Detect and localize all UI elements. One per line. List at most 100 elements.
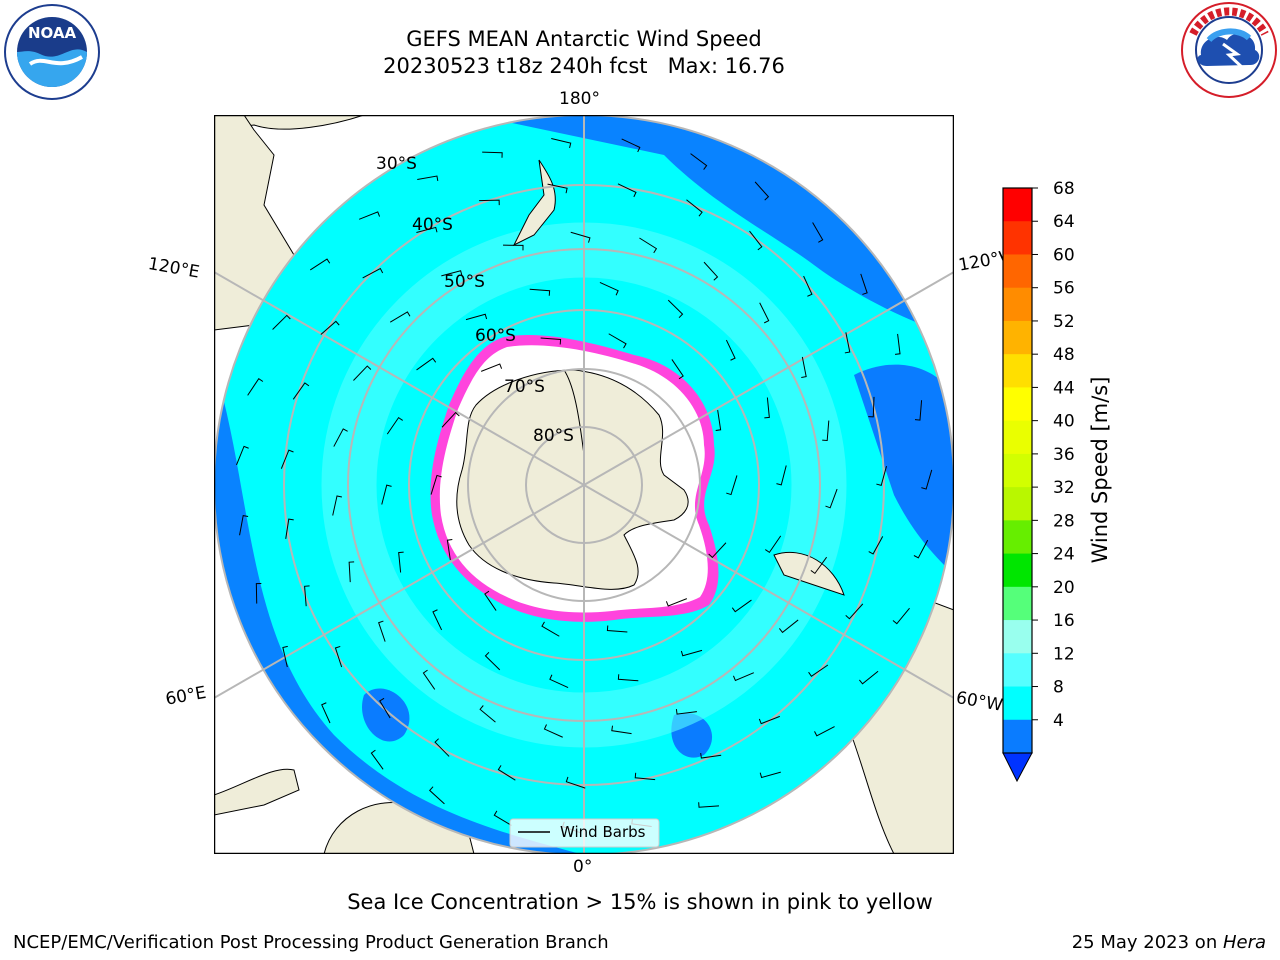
colorbar-band bbox=[1003, 254, 1032, 289]
wind-barb bbox=[611, 725, 632, 735]
wind-barb bbox=[686, 199, 703, 217]
lat-label-50s: 50°S bbox=[444, 272, 485, 292]
wind-barb bbox=[239, 515, 249, 536]
wind-barb bbox=[441, 411, 460, 428]
nws-logo bbox=[1181, 2, 1277, 98]
wind-barb bbox=[634, 772, 656, 781]
wind-barb bbox=[370, 749, 384, 770]
wind-barb bbox=[725, 339, 736, 361]
noaa-logo-text: NOAA bbox=[28, 24, 77, 42]
wind-barb bbox=[493, 810, 512, 826]
wind-barb bbox=[480, 363, 503, 372]
wind-barbs-legend: Wind Barbs bbox=[509, 818, 660, 848]
colorbar-tick-label: 4 bbox=[1053, 711, 1064, 731]
wind-barb bbox=[844, 332, 851, 354]
colorbar-tick-label: 36 bbox=[1053, 445, 1075, 465]
wind-barb bbox=[551, 137, 572, 149]
wind-barb bbox=[868, 396, 875, 418]
colorbar-tick-label: 40 bbox=[1053, 412, 1075, 432]
wind-barb bbox=[665, 598, 688, 607]
lat-label-30s: 30°S bbox=[376, 154, 417, 174]
lon-label-180: 180° bbox=[559, 89, 600, 109]
wind-barb bbox=[731, 599, 752, 613]
wind-barb bbox=[479, 705, 496, 723]
chart-subtitle: 20230523 t18z 240h fcst Max: 16.76 bbox=[383, 54, 785, 78]
wind-barb bbox=[726, 475, 738, 496]
wind-barb bbox=[378, 620, 386, 642]
colorbar-band bbox=[1003, 719, 1032, 754]
wind-barb bbox=[808, 664, 829, 678]
wind-barb bbox=[441, 270, 463, 277]
wind-barb bbox=[858, 670, 879, 685]
wind-barb bbox=[606, 625, 628, 633]
wind-barb bbox=[541, 621, 560, 637]
wind-barb bbox=[434, 738, 450, 757]
wind-barb bbox=[484, 651, 501, 671]
wind-barb bbox=[599, 281, 619, 296]
colorbar-band bbox=[1003, 320, 1032, 355]
colorbar-band bbox=[1003, 354, 1032, 388]
wind-barb bbox=[671, 359, 684, 380]
wind-barb bbox=[547, 183, 568, 194]
colorbar-band bbox=[1003, 686, 1032, 721]
wind-barb bbox=[667, 299, 684, 319]
wind-barb bbox=[894, 333, 901, 355]
colorbar-tick-label: 8 bbox=[1053, 678, 1064, 698]
wind-barb bbox=[570, 231, 591, 243]
wind-barb bbox=[236, 445, 249, 466]
wind-barb bbox=[703, 261, 719, 281]
wind-barb bbox=[814, 726, 835, 737]
wind-barb bbox=[416, 357, 437, 371]
lat-label-40s: 40°S bbox=[412, 215, 453, 235]
lat-label-70s: 70°S bbox=[504, 377, 545, 397]
wind-barb bbox=[876, 465, 887, 487]
wind-barb bbox=[812, 222, 824, 243]
wind-barb bbox=[675, 709, 697, 715]
wind-barb bbox=[715, 409, 722, 432]
wind-barb bbox=[810, 556, 828, 575]
colorbar-band bbox=[1003, 453, 1032, 488]
colorbar-tick-label: 24 bbox=[1053, 545, 1075, 565]
wind-barb bbox=[389, 311, 411, 323]
wind-barb bbox=[247, 378, 264, 396]
land-antarctica bbox=[456, 369, 689, 590]
colorbar-band bbox=[1003, 188, 1032, 222]
wind-barb bbox=[913, 539, 929, 559]
wind-barb bbox=[921, 469, 933, 490]
footer-date: 25 May 2023 on Hera bbox=[1072, 932, 1266, 953]
wind-barb bbox=[432, 609, 443, 631]
colorbar: 68 64 60 56 52 48 44 40 36 32 28 24 20 16 12 8 4 Wind Sp… bbox=[1002, 180, 1112, 783]
colorbar-tick-label: 12 bbox=[1053, 644, 1075, 664]
colorbar-tick-label: 48 bbox=[1053, 345, 1075, 365]
wind-barb bbox=[333, 428, 348, 447]
footer-machine: Hera bbox=[1222, 932, 1266, 953]
wind-barb bbox=[680, 649, 703, 657]
wind-barb bbox=[362, 267, 384, 279]
wind-barb bbox=[698, 802, 720, 808]
wind-barb bbox=[764, 397, 770, 419]
colorbar-frame bbox=[1002, 187, 1033, 754]
map-frame bbox=[214, 115, 954, 854]
lon-label-120e: 120°E bbox=[146, 254, 201, 283]
wind-barb bbox=[639, 237, 658, 254]
wind-barb bbox=[428, 786, 445, 805]
wind-barb bbox=[779, 619, 799, 634]
land-south-america-tip bbox=[773, 551, 845, 596]
wind-barb bbox=[540, 337, 562, 345]
wind-barb bbox=[860, 273, 868, 295]
colorbar-band bbox=[1003, 487, 1032, 521]
wind-barb bbox=[708, 542, 727, 559]
wind-barb bbox=[503, 244, 524, 251]
wind-barb bbox=[280, 449, 294, 469]
wind-barb bbox=[758, 715, 780, 725]
wind-barb bbox=[754, 181, 770, 201]
colorbar-tick-label: 28 bbox=[1053, 511, 1075, 531]
lat-label-60s: 60°S bbox=[475, 326, 516, 346]
polar-map: 30°S 40°S 50°S 60°S 70°S 80°S Wind Barbs bbox=[214, 115, 954, 854]
wind-barb bbox=[334, 645, 343, 668]
wind-barb bbox=[422, 669, 436, 690]
wind-barb bbox=[398, 551, 404, 573]
wind-barb bbox=[822, 420, 830, 442]
colorbar-band bbox=[1003, 287, 1032, 322]
wind-barb bbox=[825, 488, 838, 509]
